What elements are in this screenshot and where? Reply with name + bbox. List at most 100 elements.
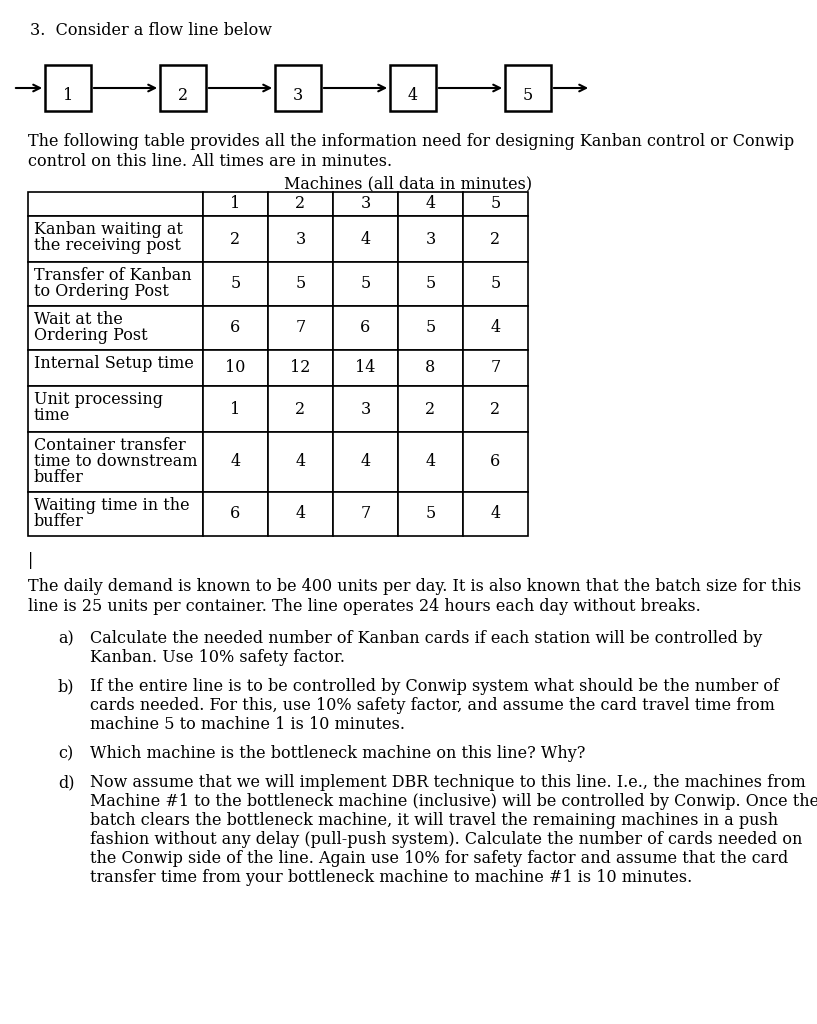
Text: line is 25 units per container. The line operates 24 hours each day without brea: line is 25 units per container. The line… <box>28 598 701 615</box>
Text: Machine #1 to the bottleneck machine (inclusive) will be controlled by Conwip. O: Machine #1 to the bottleneck machine (in… <box>90 793 817 810</box>
Bar <box>28 306 203 350</box>
Bar <box>28 350 203 386</box>
Text: 12: 12 <box>290 359 310 377</box>
Text: 1: 1 <box>63 86 74 103</box>
Text: 3: 3 <box>296 230 306 248</box>
Bar <box>28 432 203 492</box>
Bar <box>203 432 268 492</box>
Bar <box>275 65 321 111</box>
Text: Unit processing: Unit processing <box>34 391 163 408</box>
Text: control on this line. All times are in minutes.: control on this line. All times are in m… <box>28 153 392 170</box>
Text: 5: 5 <box>426 319 435 337</box>
Text: Waiting time in the: Waiting time in the <box>34 497 190 514</box>
Bar <box>268 193 333 216</box>
Bar <box>505 65 551 111</box>
Bar <box>398 262 463 306</box>
Text: 5: 5 <box>230 275 241 293</box>
Text: 1: 1 <box>230 400 241 418</box>
Text: 5: 5 <box>360 275 371 293</box>
Text: |: | <box>28 552 33 569</box>
Bar <box>203 216 268 262</box>
Bar <box>268 432 333 492</box>
Text: 6: 6 <box>490 454 501 470</box>
Text: to Ordering Post: to Ordering Post <box>34 283 169 300</box>
Text: b): b) <box>58 678 74 695</box>
Text: batch clears the bottleneck machine, it will travel the remaining machines in a : batch clears the bottleneck machine, it … <box>90 812 778 829</box>
Bar <box>398 193 463 216</box>
Text: Container transfer: Container transfer <box>34 437 185 454</box>
Bar <box>398 432 463 492</box>
Bar <box>268 492 333 536</box>
Text: the receiving post: the receiving post <box>34 237 181 254</box>
Text: 4: 4 <box>296 454 306 470</box>
Text: The following table provides all the information need for designing Kanban contr: The following table provides all the inf… <box>28 133 794 150</box>
Text: If the entire line is to be controlled by Conwip system what should be the numbe: If the entire line is to be controlled b… <box>90 678 779 695</box>
Bar <box>203 262 268 306</box>
Text: 3: 3 <box>360 196 371 213</box>
Text: 2: 2 <box>426 400 435 418</box>
Text: 5: 5 <box>490 196 501 213</box>
Bar <box>160 65 206 111</box>
Text: buffer: buffer <box>34 469 84 486</box>
Bar <box>268 386 333 432</box>
Bar <box>398 306 463 350</box>
Bar <box>333 492 398 536</box>
Text: 4: 4 <box>426 196 435 213</box>
Bar <box>398 350 463 386</box>
Bar <box>398 492 463 536</box>
Text: The daily demand is known to be 400 units per day. It is also known that the bat: The daily demand is known to be 400 unit… <box>28 578 801 595</box>
Bar <box>203 492 268 536</box>
Bar <box>28 386 203 432</box>
Bar <box>28 193 203 216</box>
Text: time: time <box>34 407 70 424</box>
Text: Which machine is the bottleneck machine on this line? Why?: Which machine is the bottleneck machine … <box>90 745 585 762</box>
Text: Internal Setup time: Internal Setup time <box>34 355 194 372</box>
Text: 4: 4 <box>490 506 501 522</box>
Text: 7: 7 <box>360 506 371 522</box>
Bar <box>203 350 268 386</box>
Bar <box>463 492 528 536</box>
Text: 5: 5 <box>490 275 501 293</box>
Text: 3.  Consider a flow line below: 3. Consider a flow line below <box>30 22 272 39</box>
Text: 6: 6 <box>230 506 241 522</box>
Text: 8: 8 <box>426 359 435 377</box>
Bar <box>390 65 436 111</box>
Bar <box>333 262 398 306</box>
Bar <box>463 386 528 432</box>
Text: Machines (all data in minutes): Machines (all data in minutes) <box>284 175 533 193</box>
Text: d): d) <box>58 774 74 791</box>
Text: 2: 2 <box>296 196 306 213</box>
Text: Kanban. Use 10% safety factor.: Kanban. Use 10% safety factor. <box>90 649 345 666</box>
Text: transfer time from your bottleneck machine to machine #1 is 10 minutes.: transfer time from your bottleneck machi… <box>90 869 692 886</box>
Text: 3: 3 <box>426 230 435 248</box>
Text: 6: 6 <box>230 319 241 337</box>
Text: cards needed. For this, use 10% safety factor, and assume the card travel time f: cards needed. For this, use 10% safety f… <box>90 697 775 714</box>
Bar <box>268 262 333 306</box>
Bar <box>333 350 398 386</box>
Text: 2: 2 <box>230 230 240 248</box>
Bar <box>398 216 463 262</box>
Bar <box>333 306 398 350</box>
Text: fashion without any delay (pull-push system). Calculate the number of cards need: fashion without any delay (pull-push sys… <box>90 831 802 848</box>
Text: the Conwip side of the line. Again use 10% for safety factor and assume that the: the Conwip side of the line. Again use 1… <box>90 850 788 867</box>
Bar <box>463 262 528 306</box>
Bar <box>203 386 268 432</box>
Text: 2: 2 <box>178 86 188 103</box>
Text: 4: 4 <box>296 506 306 522</box>
Text: Ordering Post: Ordering Post <box>34 327 148 344</box>
Bar <box>463 193 528 216</box>
Bar <box>463 216 528 262</box>
Text: time to downstream: time to downstream <box>34 453 198 470</box>
Bar <box>45 65 91 111</box>
Bar <box>398 386 463 432</box>
Text: 3: 3 <box>360 400 371 418</box>
Text: Transfer of Kanban: Transfer of Kanban <box>34 267 192 284</box>
Text: 5: 5 <box>426 275 435 293</box>
Text: 7: 7 <box>490 359 501 377</box>
Bar <box>333 386 398 432</box>
Text: buffer: buffer <box>34 513 84 530</box>
Text: 6: 6 <box>360 319 371 337</box>
Text: 4: 4 <box>360 454 371 470</box>
Bar <box>268 350 333 386</box>
Bar <box>463 432 528 492</box>
